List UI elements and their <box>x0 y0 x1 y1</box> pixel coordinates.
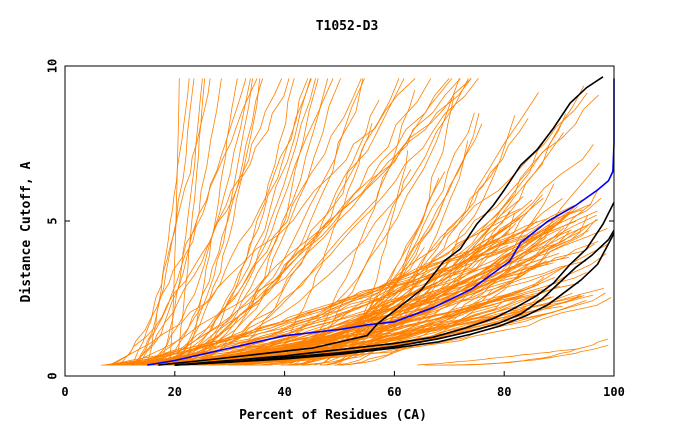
model-curve <box>154 78 263 366</box>
model-curve <box>269 123 373 366</box>
model-curve <box>164 78 341 366</box>
highlight-curve-4 <box>174 229 615 366</box>
model-curve <box>319 115 516 366</box>
y-tick-label: 10 <box>46 59 60 73</box>
x-tick-label: 40 <box>277 385 291 399</box>
model-curve <box>109 203 592 366</box>
model-curve <box>110 222 560 366</box>
model-curve <box>222 99 380 366</box>
x-axis-ticks: 0 20 40 60 80 100 <box>61 371 625 399</box>
model-curve <box>290 168 412 366</box>
model-curve <box>334 190 598 366</box>
model-curve <box>245 197 446 366</box>
model-curve <box>442 338 609 366</box>
y-axis-label: Distance Cutoff, A <box>19 161 34 302</box>
model-curve <box>185 78 238 366</box>
model-curve <box>162 78 461 366</box>
model-curve <box>174 78 472 366</box>
model-curve <box>302 94 599 366</box>
model-curve <box>163 222 514 366</box>
highlight-curve-3 <box>174 202 615 366</box>
model-curve <box>287 90 416 366</box>
model-curve <box>326 113 567 366</box>
model-curve <box>111 78 290 366</box>
model-curve <box>101 239 511 366</box>
model-curve <box>122 78 472 366</box>
x-tick-label: 20 <box>168 385 182 399</box>
model-curve <box>134 296 552 366</box>
model-curve <box>130 78 405 366</box>
model-curve <box>141 78 312 366</box>
y-axis-ticks: 0 5 10 <box>46 59 614 380</box>
model-curve <box>247 132 564 366</box>
model-curve <box>132 78 211 366</box>
model-curve <box>185 78 479 366</box>
chart-title: T1052-D3 <box>316 19 379 34</box>
x-tick-label: 60 <box>387 385 401 399</box>
model-curve <box>119 78 258 366</box>
model-curve <box>135 228 561 366</box>
x-tick-label: 80 <box>497 385 511 399</box>
y-tick-label: 5 <box>46 217 60 224</box>
model-curve <box>280 183 555 366</box>
x-tick-label: 100 <box>603 385 625 399</box>
highlighted-model-curves <box>147 76 615 366</box>
x-axis-label: Percent of Residues (CA) <box>239 408 427 423</box>
highlight-curve-5 <box>174 233 615 366</box>
model-curve <box>147 78 190 366</box>
background-model-curves <box>101 78 612 366</box>
highlight-curve-2 <box>158 76 604 366</box>
y-tick-label: 0 <box>46 372 60 379</box>
model-curve <box>132 78 283 366</box>
model-curve <box>289 171 446 366</box>
model-curve <box>155 78 203 366</box>
highlight-curve-1 <box>147 78 615 366</box>
x-tick-label: 0 <box>61 385 68 399</box>
model-curve <box>417 348 579 366</box>
model-curve <box>233 246 425 366</box>
model-curve <box>243 92 588 366</box>
